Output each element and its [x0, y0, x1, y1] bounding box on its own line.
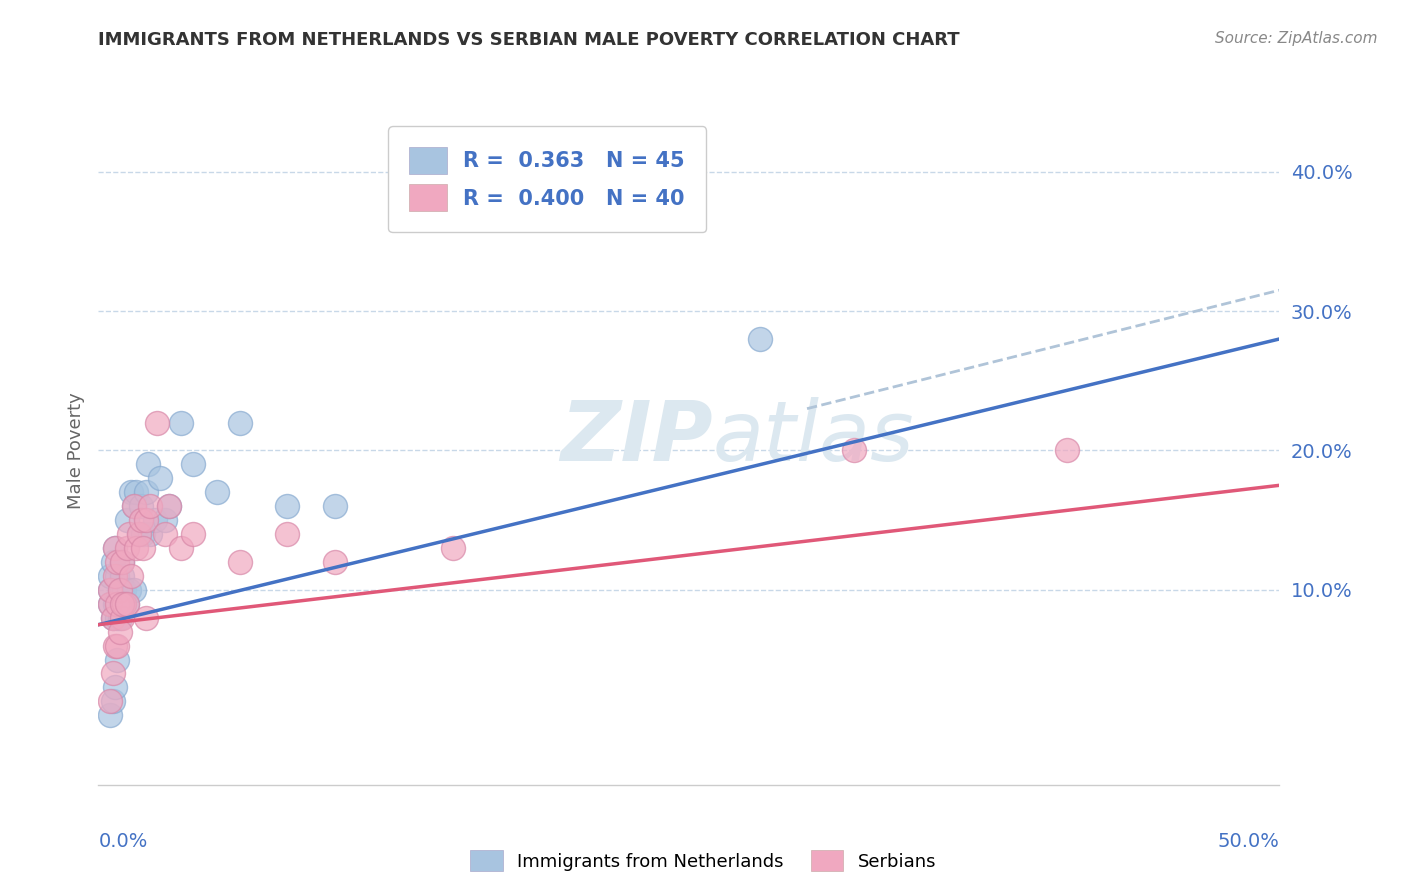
Point: [139, 500, 162, 514]
Point: [118, 527, 141, 541]
Point: [323, 500, 346, 514]
Point: [844, 443, 866, 458]
Point: [170, 541, 193, 555]
Point: [98, 582, 121, 597]
Point: [122, 582, 145, 597]
Point: [101, 666, 124, 681]
Point: [105, 597, 128, 611]
Point: [98, 569, 121, 583]
Point: [132, 541, 155, 555]
Point: [136, 458, 159, 472]
Point: [98, 582, 121, 597]
Point: [98, 694, 121, 708]
Point: [1056, 443, 1078, 458]
Point: [104, 541, 127, 555]
Point: [229, 416, 252, 430]
Point: [98, 597, 121, 611]
Point: [135, 611, 157, 625]
Point: [108, 624, 131, 639]
Point: [229, 555, 252, 569]
Point: [111, 611, 134, 625]
Point: [111, 555, 134, 569]
Point: [101, 555, 124, 569]
Point: [104, 569, 127, 583]
Point: [157, 500, 180, 514]
Point: [128, 527, 150, 541]
Point: [149, 471, 172, 485]
Point: [105, 555, 128, 569]
Point: [111, 555, 134, 569]
Point: [108, 611, 131, 625]
Text: 50.0%: 50.0%: [1218, 831, 1279, 851]
Point: [101, 611, 124, 625]
Point: [112, 597, 135, 611]
Point: [146, 416, 169, 430]
Point: [108, 582, 131, 597]
Point: [135, 485, 157, 500]
Point: [125, 485, 148, 500]
Point: [111, 582, 134, 597]
Point: [104, 639, 127, 653]
Point: [135, 513, 157, 527]
Point: [139, 527, 162, 541]
Point: [111, 597, 134, 611]
Text: IMMIGRANTS FROM NETHERLANDS VS SERBIAN MALE POVERTY CORRELATION CHART: IMMIGRANTS FROM NETHERLANDS VS SERBIAN M…: [98, 31, 960, 49]
Point: [276, 527, 298, 541]
Point: [115, 541, 138, 555]
Point: [181, 527, 204, 541]
Point: [108, 582, 131, 597]
Point: [121, 485, 143, 500]
Point: [112, 582, 135, 597]
Point: [129, 500, 152, 514]
Point: [181, 458, 204, 472]
Point: [118, 582, 141, 597]
Point: [153, 513, 176, 527]
Point: [128, 527, 150, 541]
Y-axis label: Male Poverty: Male Poverty: [66, 392, 84, 508]
Point: [105, 652, 128, 666]
Point: [115, 513, 138, 527]
Point: [98, 597, 121, 611]
Point: [276, 500, 298, 514]
Point: [105, 639, 128, 653]
Point: [101, 611, 124, 625]
Point: [111, 569, 134, 583]
Point: [115, 597, 138, 611]
Point: [111, 597, 134, 611]
Point: [105, 569, 128, 583]
Point: [143, 513, 166, 527]
Point: [323, 555, 346, 569]
Legend: R =  0.363   N = 45, R =  0.400   N = 40: R = 0.363 N = 45, R = 0.400 N = 40: [388, 127, 706, 232]
Point: [104, 597, 127, 611]
Legend: Immigrants from Netherlands, Serbians: Immigrants from Netherlands, Serbians: [463, 843, 943, 879]
Point: [121, 569, 143, 583]
Point: [748, 332, 770, 346]
Point: [125, 541, 148, 555]
Point: [122, 500, 145, 514]
Point: [129, 513, 152, 527]
Point: [104, 681, 127, 695]
Point: [132, 527, 155, 541]
Point: [441, 541, 464, 555]
Text: ZIP: ZIP: [560, 397, 713, 477]
Point: [98, 708, 121, 723]
Point: [122, 500, 145, 514]
Text: 0.0%: 0.0%: [98, 831, 148, 851]
Point: [153, 527, 176, 541]
Point: [170, 416, 193, 430]
Point: [115, 597, 138, 611]
Point: [205, 485, 228, 500]
Point: [157, 500, 180, 514]
Point: [101, 694, 124, 708]
Point: [112, 597, 135, 611]
Text: atlas: atlas: [713, 397, 914, 477]
Text: Source: ZipAtlas.com: Source: ZipAtlas.com: [1215, 31, 1378, 46]
Point: [105, 611, 128, 625]
Point: [104, 541, 127, 555]
